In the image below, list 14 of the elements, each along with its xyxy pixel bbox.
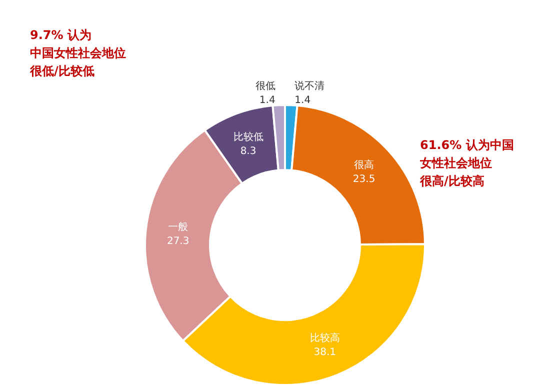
slice-label: 很低: [255, 81, 276, 92]
data-label: 27.3: [166, 236, 190, 247]
data-label: 8.3: [240, 146, 256, 157]
slice-label: 比较低: [233, 130, 264, 143]
slice-label: 一般: [168, 222, 188, 233]
slice-label: 很高: [354, 159, 374, 172]
data-label: 23.5: [352, 174, 376, 186]
data-label: 38.1: [314, 346, 336, 358]
data-label: 1.4: [294, 95, 311, 106]
slice-label: 比较高: [310, 332, 340, 344]
slice-label: 说不清: [294, 80, 325, 92]
text: 61.6% 认为中国女性社会地位很高/比较高: [419, 138, 514, 188]
text: 9.7% 认为中国女性社会地位很低/比较低: [29, 28, 126, 78]
data-label: 1.4: [259, 95, 276, 106]
